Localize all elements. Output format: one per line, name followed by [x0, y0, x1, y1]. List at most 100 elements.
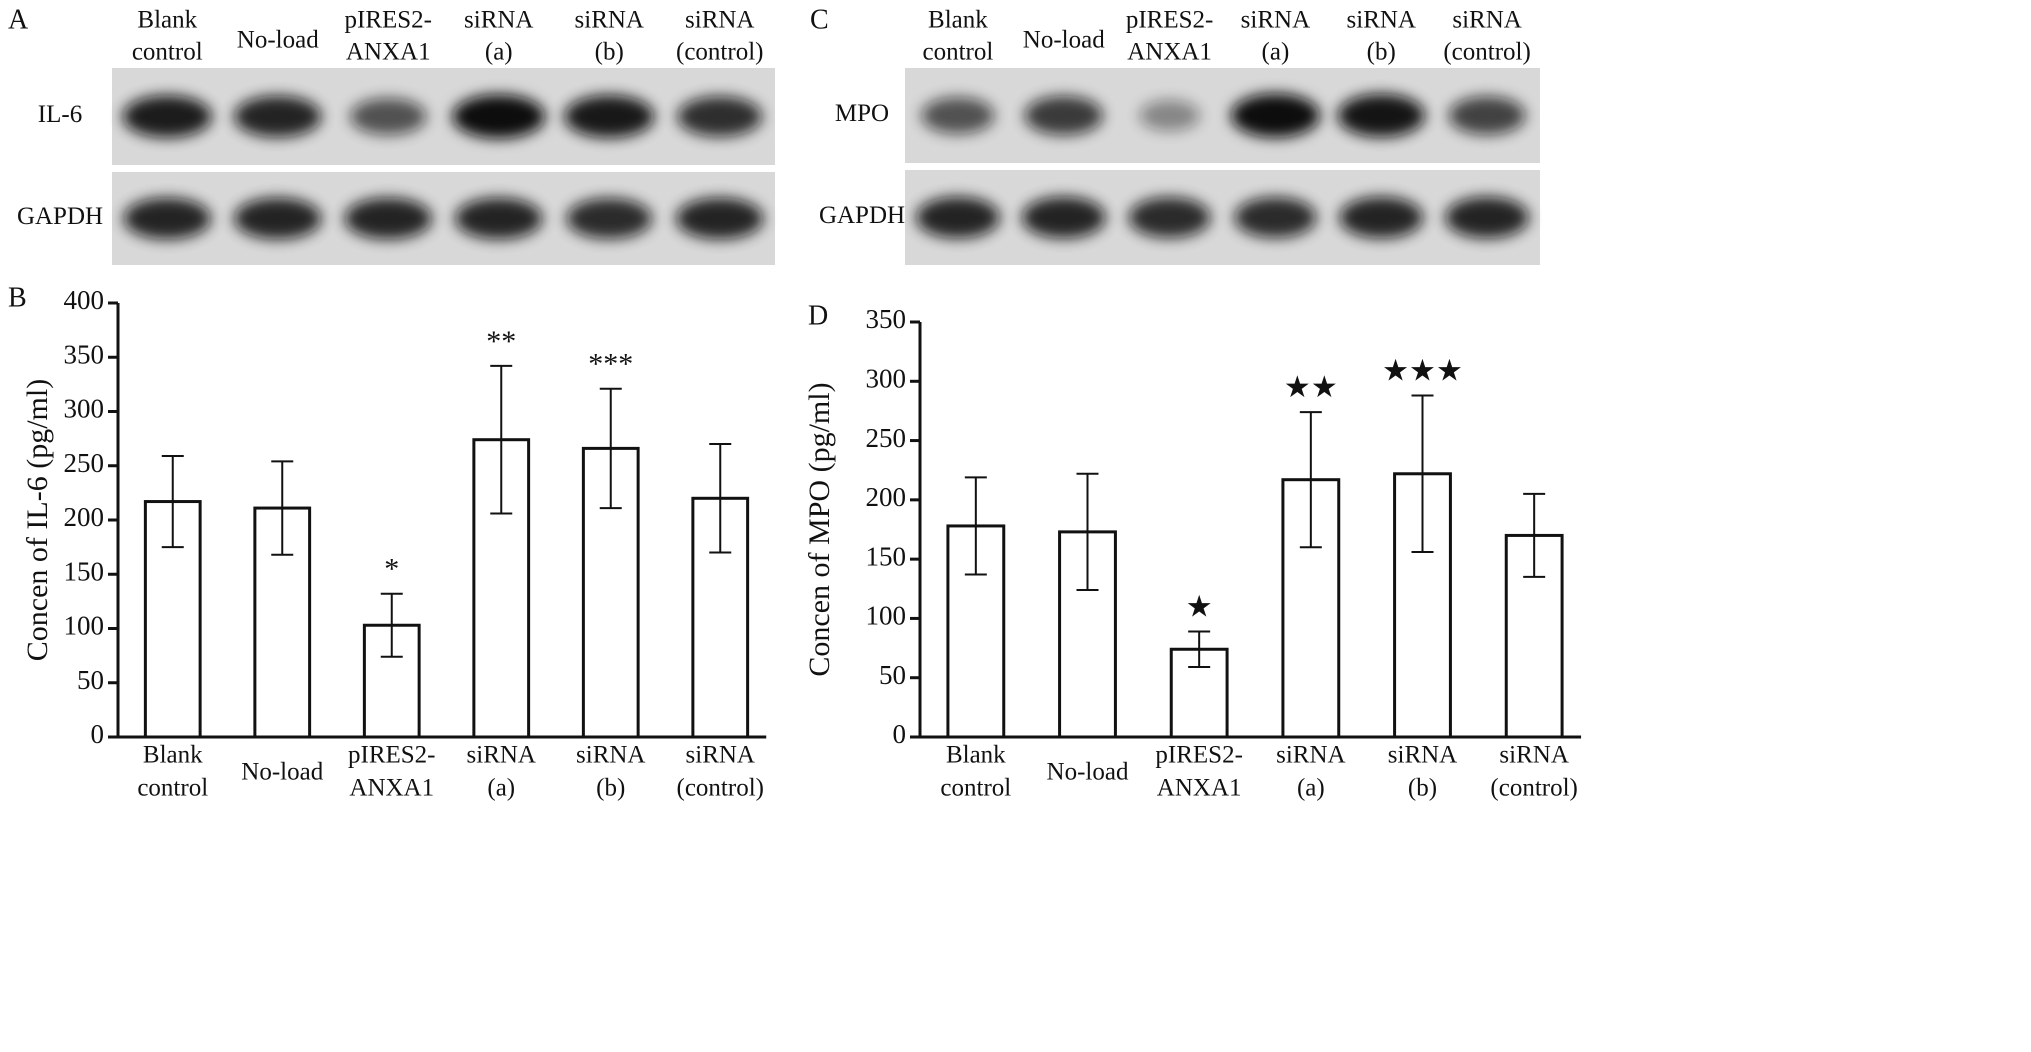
blot-band — [1448, 96, 1526, 135]
blot-band — [676, 197, 764, 240]
x-tick-label: ANXA1 — [1157, 775, 1242, 802]
blot-band — [916, 196, 1000, 239]
blot-band — [123, 197, 211, 240]
annotation: ★★★ — [1382, 354, 1463, 387]
lane-label: control — [923, 39, 994, 66]
y-tick-label: 250 — [866, 423, 907, 453]
lane-label: Blank — [137, 7, 197, 34]
annotation: ★★ — [1284, 371, 1338, 404]
blot-band — [350, 98, 427, 135]
x-tick-label: (b) — [1408, 775, 1437, 802]
y-tick-label: 300 — [64, 394, 105, 424]
annotation: *** — [588, 348, 633, 381]
blot-band — [455, 197, 543, 240]
lane-label: No-load — [237, 27, 319, 54]
lane-label: siRNA — [1452, 7, 1521, 34]
panel-label: D — [808, 300, 828, 331]
x-tick-label: pIRES2- — [348, 742, 436, 769]
y-tick-label: 400 — [64, 285, 105, 315]
blot-band — [1021, 196, 1106, 239]
lane-label: (b) — [1367, 39, 1396, 66]
lane-label: No-load — [1023, 27, 1105, 54]
blot-band — [1337, 93, 1425, 138]
lane-label: siRNA — [1241, 7, 1310, 34]
y-tick-label: 200 — [866, 482, 907, 512]
lane-label: (a) — [1262, 39, 1290, 66]
lane-label: siRNA — [575, 7, 644, 34]
x-tick-label: control — [940, 775, 1011, 802]
blot-band — [1230, 93, 1320, 138]
bar — [253, 506, 312, 739]
y-tick-label: 350 — [64, 339, 105, 369]
blot-band — [921, 97, 995, 134]
lane-label: (b) — [595, 39, 624, 66]
bar — [143, 500, 202, 739]
blot-band — [234, 95, 322, 138]
lane-label: siRNA — [464, 7, 533, 34]
blot-band — [1139, 99, 1200, 132]
blot-band — [1024, 95, 1103, 136]
x-tick-label: (control) — [1490, 775, 1577, 802]
y-tick-label: 350 — [866, 304, 907, 334]
y-tick-label: 50 — [77, 665, 104, 695]
y-tick-label: 100 — [866, 601, 907, 631]
lane-label: (control) — [1443, 39, 1530, 66]
blot-band — [1339, 196, 1424, 239]
y-tick-label: 200 — [64, 502, 105, 532]
lane-label: (control) — [676, 39, 763, 66]
blot-band — [564, 95, 655, 138]
x-tick-label: ANXA1 — [349, 775, 434, 802]
lane-label: control — [132, 39, 203, 66]
blot-band — [566, 198, 652, 239]
blot-band — [234, 197, 322, 240]
x-tick-label: Blank — [143, 742, 203, 769]
annotation: ** — [486, 325, 516, 358]
annotation: * — [384, 553, 399, 586]
x-tick-label: siRNA — [686, 742, 755, 769]
lane-label: ANXA1 — [346, 39, 431, 66]
lane-label: siRNA — [1347, 7, 1416, 34]
y-axis-label: Concen of MPO (pg/ml) — [803, 382, 836, 676]
y-tick-label: 150 — [64, 556, 105, 586]
lane-label: pIRES2- — [1126, 7, 1214, 34]
blot-band — [677, 96, 763, 137]
lane-label: pIRES2- — [345, 7, 433, 34]
row-label: GAPDH — [819, 202, 905, 229]
x-tick-label: siRNA — [1276, 742, 1345, 769]
blot-band — [452, 94, 546, 139]
x-tick-label: siRNA — [1388, 742, 1457, 769]
y-tick-label: 250 — [64, 448, 105, 478]
row-label: IL-6 — [38, 101, 82, 128]
y-tick-label: 0 — [91, 719, 105, 749]
x-tick-label: No-load — [1047, 759, 1129, 786]
x-tick-label: (b) — [596, 775, 625, 802]
panel-label: A — [8, 4, 29, 35]
x-tick-label: siRNA — [467, 742, 536, 769]
blot-strip — [112, 172, 775, 265]
panel-label: C — [810, 4, 829, 35]
lane-label: ANXA1 — [1127, 39, 1212, 66]
y-tick-label: 0 — [893, 719, 907, 749]
blot-band — [1234, 197, 1317, 238]
row-label: MPO — [835, 100, 889, 127]
x-tick-label: Blank — [946, 742, 1006, 769]
panel-label: B — [8, 282, 27, 313]
lane-label: siRNA — [685, 7, 754, 34]
lane-label: (a) — [485, 39, 513, 66]
y-axis-label: Concen of IL-6 (pg/ml) — [21, 379, 54, 661]
lane-label: Blank — [928, 7, 988, 34]
blot-band — [1445, 196, 1529, 239]
blot-band — [122, 95, 212, 138]
y-tick-label: 300 — [866, 363, 907, 393]
annotation: ★ — [1186, 590, 1213, 623]
blot-band — [1128, 197, 1211, 238]
x-tick-label: (control) — [677, 775, 764, 802]
y-tick-label: 100 — [64, 611, 105, 641]
x-tick-label: (a) — [487, 775, 515, 802]
blot-band — [344, 197, 432, 240]
x-tick-label: pIRES2- — [1155, 742, 1243, 769]
blot-strip — [905, 170, 1540, 265]
y-tick-label: 50 — [879, 660, 906, 690]
